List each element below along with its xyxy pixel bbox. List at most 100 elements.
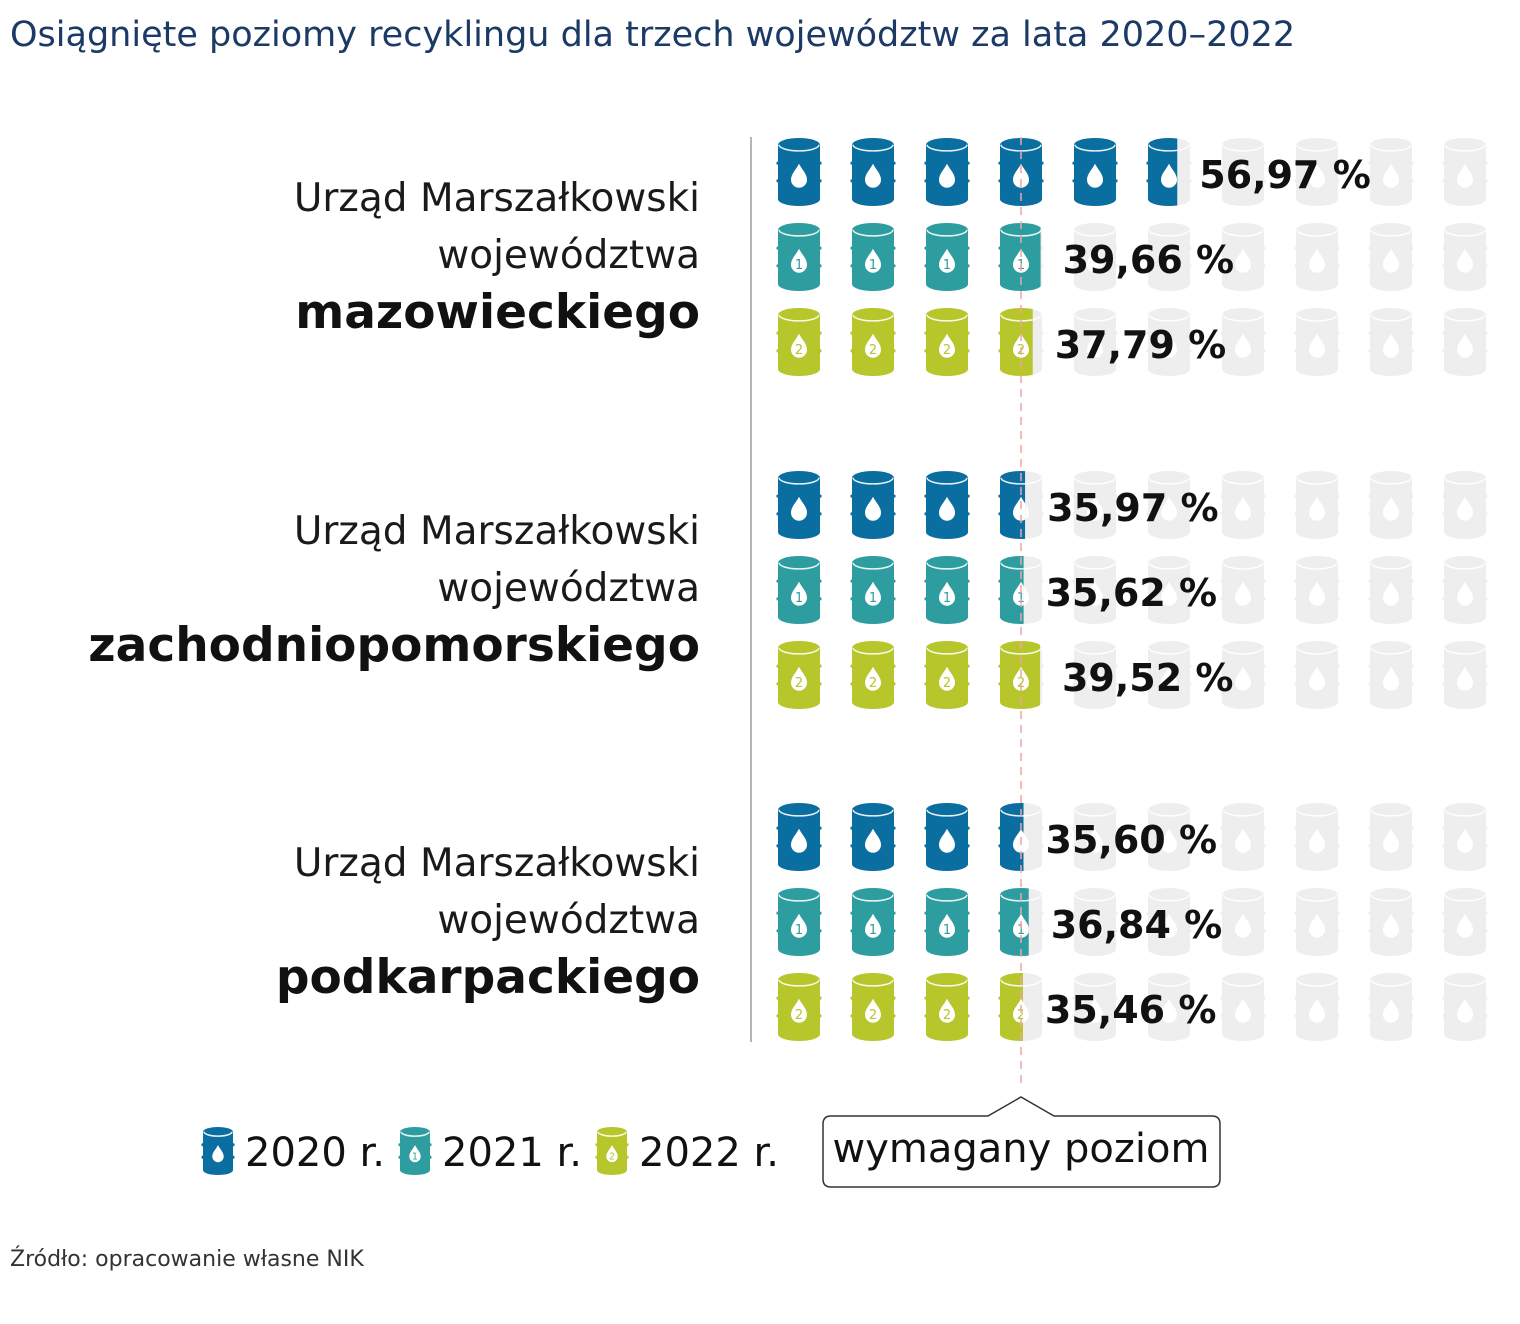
empty-barrel-icon <box>1442 556 1488 624</box>
svg-text:2: 2 <box>1017 1008 1025 1023</box>
filled-barrel-drop-1-icon: 1 <box>924 887 970 956</box>
empty-barrel-icon <box>1294 138 1340 206</box>
legend-label: 2020 r. <box>245 1130 385 1176</box>
filled-barrel-drop-icon <box>924 802 970 871</box>
filled-barrel-drop-1-icon: 1 <box>850 887 896 956</box>
empty-barrel-icon <box>1442 802 1488 871</box>
required-level-callout: wymagany poziom <box>822 1096 1221 1188</box>
row-2022 r.: 222237,79 % <box>776 307 1488 376</box>
legend-item: 2 2022 r. <box>595 1127 779 1176</box>
filled-barrel-drop-icon <box>1072 138 1118 206</box>
empty-barrel-icon <box>1442 887 1488 956</box>
filled-barrel-drop-2-icon: 2 <box>850 641 896 709</box>
empty-barrel-icon <box>1368 223 1414 291</box>
legend-barrel-drop-1-icon: 1 <box>398 1127 432 1175</box>
empty-barrel-icon <box>1368 556 1414 624</box>
group-label-line1: Urząd Marszałkowski <box>294 509 700 554</box>
filled-barrel-drop-2-icon: 2 <box>850 307 896 376</box>
svg-text:2: 2 <box>943 343 951 358</box>
filled-barrel-drop-icon <box>924 471 970 539</box>
empty-barrel-icon <box>1072 641 1118 709</box>
group-label-name: podkarpackiego <box>276 950 700 1005</box>
empty-barrel-icon <box>1220 641 1266 709</box>
empty-barrel-icon <box>1220 887 1266 956</box>
empty-barrel-icon <box>1294 471 1340 539</box>
group-label-line2: województwa <box>437 898 700 943</box>
empty-barrel-icon <box>1072 223 1118 291</box>
svg-text:1: 1 <box>943 591 951 606</box>
empty-barrel-icon <box>1146 887 1192 956</box>
group-mazowieckiego: Urząd Marszałkowski województwa mazowiecki… <box>294 138 1488 376</box>
empty-barrel-icon <box>1294 802 1340 871</box>
empty-barrel-icon <box>1220 972 1266 1041</box>
callout-box <box>822 1096 1221 1188</box>
empty-barrel-icon <box>1294 972 1340 1041</box>
empty-barrel-icon <box>1442 471 1488 539</box>
filled-barrel-drop-2-icon: 2 <box>924 307 970 376</box>
filled-barrel-drop-2-icon: 2 <box>776 641 822 709</box>
empty-barrel-icon <box>1146 641 1192 709</box>
svg-text:2: 2 <box>869 676 877 691</box>
empty-barrel-icon <box>1072 307 1118 376</box>
filled-barrel-drop-icon <box>850 138 896 206</box>
legend-item: 1 2021 r. <box>398 1127 582 1176</box>
svg-text:2: 2 <box>943 1008 951 1023</box>
group-label-line2: województwa <box>437 566 700 611</box>
empty-barrel-icon <box>1442 972 1488 1041</box>
empty-barrel-icon <box>1442 307 1488 376</box>
filled-barrel-drop-2-icon: 2 <box>998 973 1025 1041</box>
required-level-label: wymagany poziom <box>833 1126 1210 1172</box>
empty-barrel-icon <box>1072 887 1118 956</box>
value-label: 39,52 % <box>1062 656 1234 700</box>
empty-barrel-icon <box>1072 471 1118 539</box>
empty-barrel-icon <box>1220 138 1266 206</box>
value-label: 35,46 % <box>1045 988 1217 1032</box>
filled-barrel-drop-2-icon: 2 <box>924 972 970 1041</box>
svg-text:1: 1 <box>412 1151 418 1162</box>
legend-label: 2021 r. <box>442 1130 582 1176</box>
row-2021 r.: 1 1 1 1 36,84 % <box>776 887 1488 956</box>
empty-barrel-icon <box>1220 307 1266 376</box>
filled-barrel-drop-1-icon: 1 <box>924 556 970 624</box>
legend-barrel-drop-icon <box>201 1127 235 1175</box>
empty-barrel-icon <box>1294 641 1340 709</box>
empty-barrel-icon <box>1220 471 1266 539</box>
filled-barrel-drop-icon <box>998 803 1024 871</box>
svg-text:1: 1 <box>943 923 951 938</box>
svg-text:2: 2 <box>795 343 803 358</box>
empty-barrel-icon <box>1368 138 1414 206</box>
empty-barrel-icon <box>1072 972 1118 1041</box>
chart-title: Osiągnięte poziomy recyklingu dla trzech… <box>10 15 1295 55</box>
empty-barrel-icon <box>1368 972 1414 1041</box>
row-2020 r.: 35,60 % <box>776 802 1488 871</box>
svg-text:1: 1 <box>943 258 951 273</box>
empty-barrel-icon <box>1368 802 1414 871</box>
filled-barrel-drop-icon <box>850 471 896 539</box>
filled-barrel-drop-icon <box>924 138 970 206</box>
filled-barrel-drop-2-icon: 2 <box>776 972 822 1041</box>
empty-barrel-icon <box>1368 307 1414 376</box>
svg-text:1: 1 <box>869 591 877 606</box>
filled-barrel-drop-icon <box>776 138 822 206</box>
empty-barrel-icon <box>1146 802 1192 871</box>
svg-text:1: 1 <box>869 923 877 938</box>
empty-barrel-icon <box>1220 556 1266 624</box>
svg-text:2: 2 <box>943 676 951 691</box>
empty-barrel-icon <box>1294 223 1340 291</box>
svg-text:1: 1 <box>1017 923 1025 938</box>
value-label: 35,97 % <box>1047 486 1219 530</box>
filled-barrel-drop-2-icon: 2 <box>924 641 970 709</box>
svg-text:1: 1 <box>795 258 803 273</box>
filled-barrel-drop-icon <box>1146 138 1178 206</box>
filled-barrel-drop-1-icon: 1 <box>850 556 896 624</box>
row-2022 r.: 2 2 2 2 35,46 % <box>776 972 1488 1041</box>
group-label-line2: województwa <box>437 233 700 278</box>
empty-barrel-icon <box>1442 641 1488 709</box>
legend-label: 2022 r. <box>639 1130 779 1176</box>
empty-barrel-icon <box>1146 556 1192 624</box>
empty-barrel-icon <box>1146 307 1192 376</box>
empty-barrel-icon <box>1072 802 1118 871</box>
filled-barrel-drop-icon <box>850 802 896 871</box>
row-2020 r.: 56,97 % <box>776 138 1488 206</box>
